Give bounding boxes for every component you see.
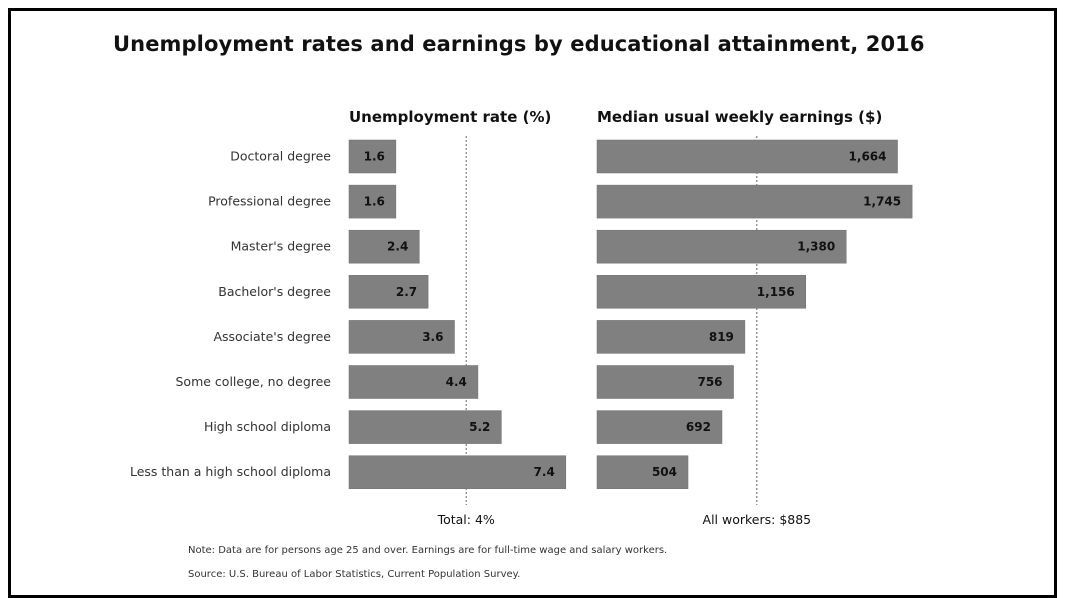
unemployment-bar	[348, 275, 429, 309]
unemployment-value-label: 1.6	[364, 195, 385, 209]
unemployment-value-label: 2.7	[396, 285, 417, 299]
category-label: Associate's degree	[213, 329, 331, 344]
unemployment-bar	[348, 320, 455, 354]
earnings-value-label: 692	[686, 420, 711, 434]
unemployment-value-label: 1.6	[364, 150, 385, 164]
category-label: High school diploma	[204, 419, 331, 434]
chart-frame	[8, 8, 1057, 598]
unemployment-bar	[348, 229, 420, 264]
unemployment-value-label: 5.2	[469, 420, 490, 434]
unemployment-bar	[348, 410, 502, 444]
chart-note: Note: Data are for persons age 25 and ov…	[188, 545, 668, 556]
unemployment-bar	[348, 139, 397, 174]
unemployment-bar	[348, 455, 567, 489]
chart-canvas: Doctoral degree Professional degree Master…	[130, 136, 913, 527]
earnings-bar	[596, 320, 746, 354]
chart-source: Source: U.S. Bureau of Labor Statistics,…	[188, 569, 521, 580]
earnings-bar	[596, 455, 689, 489]
category-label: Professional degree	[208, 194, 331, 209]
category-label: Bachelor's degree	[218, 284, 331, 299]
earnings-value-label: 1,745	[863, 195, 901, 209]
earnings-value-label: 1,156	[757, 285, 795, 299]
category-label: Less than a high school diploma	[130, 464, 331, 479]
chart-title: Unemployment rates and earnings by educa…	[113, 32, 925, 56]
unemployment-bar	[348, 365, 479, 399]
earnings-bar	[596, 229, 847, 264]
earnings-bar	[596, 410, 723, 444]
unemployment-value-label: 7.4	[534, 465, 555, 479]
category-label: Doctoral degree	[230, 149, 331, 164]
earnings-value-label: 1,380	[797, 240, 835, 254]
category-label: Master's degree	[231, 239, 332, 254]
earnings-bar	[596, 275, 807, 309]
earnings-value-label: 504	[652, 465, 677, 479]
unemployment-reference-label: Total: 4%	[437, 512, 495, 527]
earnings-reference-label: All workers: $885	[703, 512, 812, 527]
earnings-bar	[596, 139, 898, 174]
unemployment-panel-title: Unemployment rate (%)	[349, 108, 552, 126]
unemployment-bar	[348, 184, 397, 219]
earnings-value-label: 756	[697, 375, 722, 389]
earnings-value-label: 1,664	[849, 150, 887, 164]
earnings-bar	[596, 184, 913, 219]
earnings-panel-title: Median usual weekly earnings ($)	[597, 108, 883, 126]
unemployment-value-label: 4.4	[446, 375, 467, 389]
unemployment-value-label: 2.4	[387, 240, 408, 254]
earnings-value-label: 819	[709, 330, 734, 344]
earnings-bar	[596, 365, 734, 399]
category-label: Some college, no degree	[176, 374, 332, 389]
unemployment-value-label: 3.6	[422, 330, 443, 344]
